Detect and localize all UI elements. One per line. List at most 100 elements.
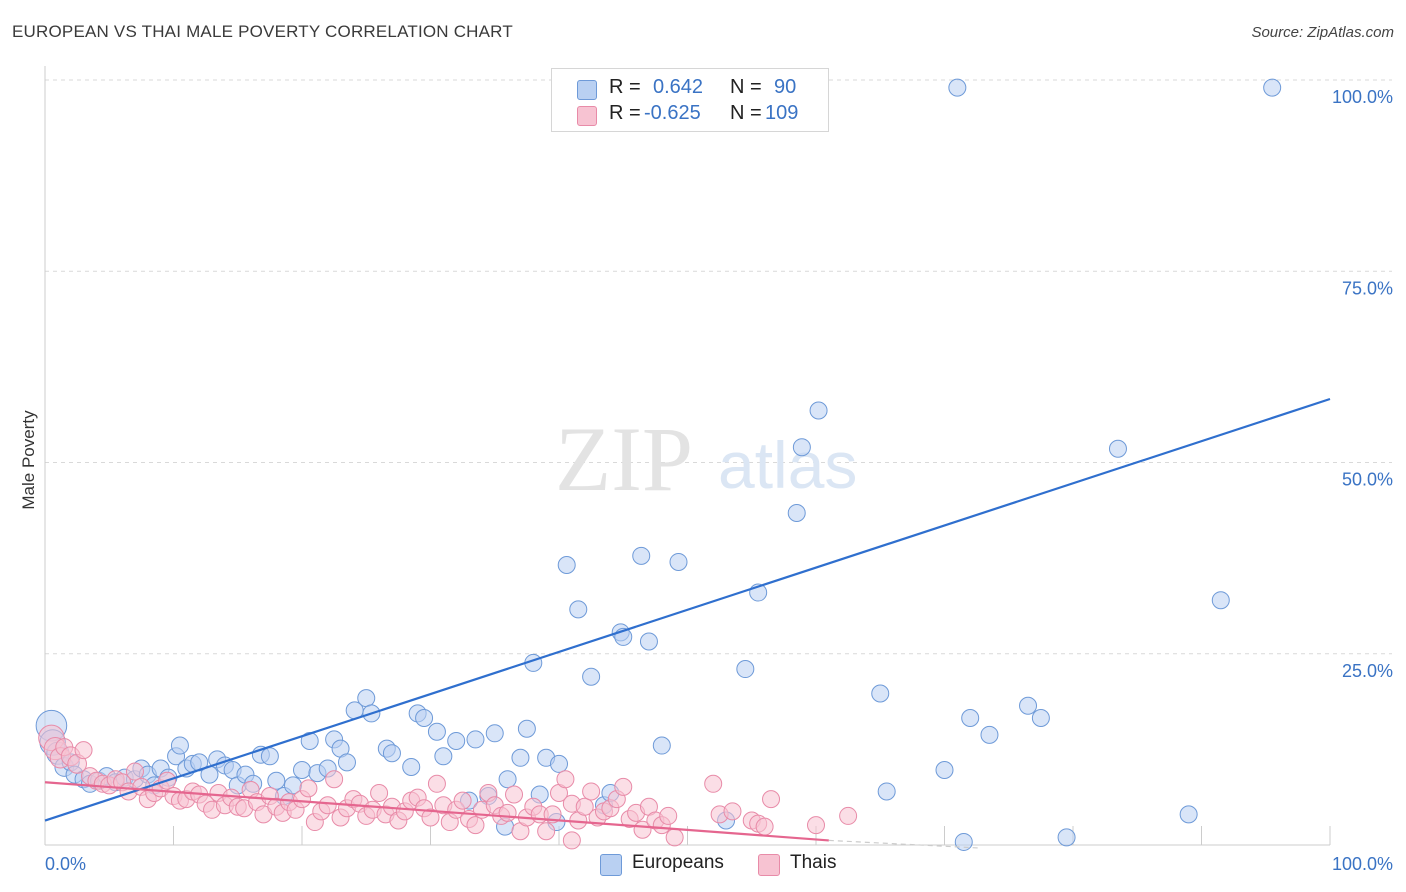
trend-line-europeans xyxy=(44,397,1331,822)
grid-lines xyxy=(45,79,1392,655)
x-tick-label-right: 100.0% xyxy=(1332,854,1393,874)
data-point xyxy=(652,736,671,755)
bottom-legend-swatch-thais xyxy=(758,854,780,876)
data-point xyxy=(1057,828,1076,847)
chart-title: EUROPEAN VS THAI MALE POVERTY CORRELATIO… xyxy=(12,22,513,41)
data-point xyxy=(787,503,806,522)
legend-row-thais: R = -0.625 N = 109 xyxy=(552,102,828,128)
bottom-legend-label-europeans: Europeans xyxy=(632,852,724,873)
data-point xyxy=(614,777,633,796)
data-point xyxy=(639,632,658,651)
data-point xyxy=(402,757,421,776)
data-point xyxy=(421,808,440,827)
legend-r-value: 0.642 xyxy=(653,76,704,98)
y-axis-label: Male Poverty xyxy=(19,410,38,510)
stats-legend: R = 0.642 N = 90 R = -0.625 N = 109 xyxy=(551,68,829,132)
data-point xyxy=(1031,709,1050,728)
y-tick-label: 50.0% xyxy=(1342,470,1393,490)
data-point xyxy=(299,779,318,798)
legend-r-value: -0.625 xyxy=(644,102,701,124)
legend-r-label: R = xyxy=(609,102,641,124)
data-point xyxy=(511,748,530,767)
legend-row-europeans: R = 0.642 N = 90 xyxy=(552,76,828,102)
data-point xyxy=(427,774,446,793)
data-point xyxy=(755,817,774,836)
data-point xyxy=(1263,78,1282,97)
data-point xyxy=(466,730,485,749)
data-point xyxy=(260,747,279,766)
data-point xyxy=(569,600,588,619)
y-tick-label: 75.0% xyxy=(1342,278,1393,298)
watermark: ZIP atlas xyxy=(555,408,857,510)
data-point xyxy=(632,546,651,565)
data-point xyxy=(517,719,536,738)
y-tick-label: 25.0% xyxy=(1342,661,1393,681)
trend-line-thais xyxy=(44,781,829,842)
data-point xyxy=(485,724,504,743)
data-point xyxy=(792,438,811,457)
data-point xyxy=(1179,805,1198,824)
data-point xyxy=(704,774,723,793)
data-point xyxy=(505,785,524,804)
legend-swatch-europeans xyxy=(577,80,597,100)
data-point xyxy=(427,722,446,741)
data-point xyxy=(447,731,466,750)
data-point xyxy=(325,770,344,789)
data-point xyxy=(980,725,999,744)
watermark-atlas: atlas xyxy=(718,428,857,502)
data-point xyxy=(669,552,688,571)
bottom-legend-swatch-europeans xyxy=(600,854,622,876)
data-point xyxy=(762,790,781,809)
data-point xyxy=(550,754,568,773)
watermark-zip: ZIP xyxy=(555,408,693,510)
data-point xyxy=(954,832,973,851)
data-point xyxy=(267,771,286,790)
data-point xyxy=(557,556,576,575)
data-point xyxy=(659,806,678,825)
data-point xyxy=(582,782,601,801)
data-point xyxy=(382,744,401,763)
trend-lines xyxy=(44,397,1331,849)
data-point xyxy=(575,797,594,816)
legend-n-label: N = xyxy=(730,102,762,124)
data-point xyxy=(125,762,144,781)
data-point xyxy=(807,816,825,835)
data-point xyxy=(498,770,517,789)
data-point xyxy=(453,791,472,810)
data-point xyxy=(1211,591,1230,610)
source-label: Source: ZipAtlas.com xyxy=(1251,24,1394,41)
x-tick-label-left: 0.0% xyxy=(45,854,86,874)
data-point xyxy=(809,401,828,420)
data-point xyxy=(871,684,890,703)
tick-labels: 25.0% 50.0% 75.0% 100.0% 0.0% 100.0% xyxy=(45,87,1393,874)
y-tick-label: 100.0% xyxy=(1332,87,1393,107)
data-point xyxy=(556,770,575,789)
data-point xyxy=(736,660,755,679)
data-point xyxy=(562,831,581,850)
data-point xyxy=(300,731,319,750)
data-point xyxy=(415,709,434,728)
legend-n-value: 90 xyxy=(774,76,797,98)
data-point xyxy=(434,747,453,766)
y-axis-label-wrap: Male Poverty xyxy=(14,360,44,560)
data-point xyxy=(723,802,742,821)
data-point xyxy=(537,822,556,841)
legend-n-value: 109 xyxy=(765,102,799,124)
legend-n-label: N = xyxy=(730,76,762,98)
data-point xyxy=(318,796,337,815)
data-point xyxy=(357,689,376,708)
data-point xyxy=(498,803,517,822)
data-point xyxy=(170,736,189,755)
data-point xyxy=(961,709,980,728)
data-point xyxy=(935,761,954,780)
data-point xyxy=(293,761,311,780)
trend-line-thais-extension xyxy=(828,839,980,849)
legend-swatch-thais xyxy=(577,106,597,126)
data-point xyxy=(839,806,858,825)
data-point xyxy=(370,783,389,802)
data-point xyxy=(582,667,601,686)
data-point xyxy=(1108,439,1127,458)
data-point xyxy=(877,782,896,801)
legend-r-label: R = xyxy=(609,76,641,98)
